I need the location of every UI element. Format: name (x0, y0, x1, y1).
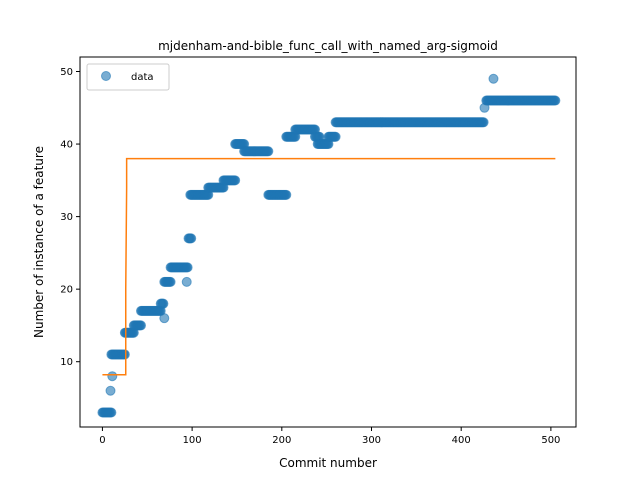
legend: data (86, 63, 170, 91)
data-point (159, 313, 170, 324)
data-point (135, 320, 146, 331)
data-point (107, 371, 118, 382)
x-tick-label: 400 (452, 435, 471, 446)
data-point (106, 407, 117, 418)
legend-label-data: data (131, 72, 154, 83)
x-tick-label: 500 (541, 435, 560, 446)
x-tick-label: 300 (362, 435, 381, 446)
data-point (550, 95, 561, 106)
data-point (281, 189, 292, 200)
y-axis-ticks: 10 20 30 40 50 (60, 67, 80, 368)
x-tick-label: 100 (183, 435, 202, 446)
plot-frame (79, 56, 577, 428)
data-point (165, 276, 176, 287)
x-tick-label: 200 (272, 435, 291, 446)
data-point (230, 175, 241, 186)
y-tick-label: 10 (60, 357, 73, 368)
legend-box (86, 63, 170, 91)
y-tick-label: 30 (60, 212, 73, 223)
chart-title: mjdenham-and-bible_func_call_with_named_… (158, 39, 498, 53)
data-point (158, 298, 169, 309)
y-tick-label: 20 (60, 285, 73, 296)
data-point (181, 276, 192, 287)
fit-line (102, 157, 556, 376)
data-points (97, 73, 561, 418)
data-point (330, 131, 341, 142)
data-point (263, 146, 274, 157)
legend-marker-data (101, 71, 111, 81)
data-point (478, 117, 489, 128)
y-axis-label: Number of instance of a feature (32, 146, 46, 338)
data-point (105, 385, 116, 396)
x-axis-ticks: 0 100 200 300 400 500 (99, 427, 560, 446)
y-tick-label: 40 (60, 140, 73, 151)
y-tick-label: 50 (60, 67, 73, 78)
data-point (186, 233, 197, 244)
x-tick-label: 0 (99, 435, 105, 446)
x-axis-label: Commit number (279, 456, 377, 470)
series-layer (97, 73, 561, 418)
data-point (488, 73, 499, 84)
data-point (119, 349, 130, 360)
data-point (182, 262, 193, 273)
